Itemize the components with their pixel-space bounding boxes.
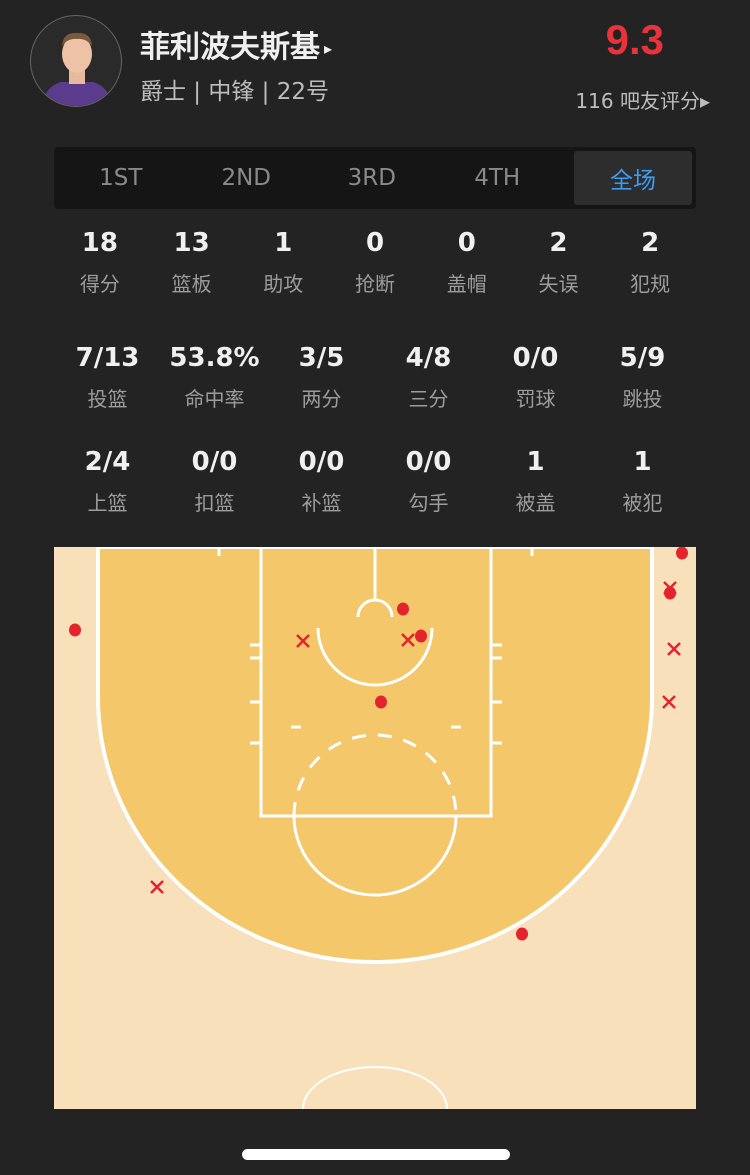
- stat-shot-type: 0/0 勾手: [375, 447, 482, 516]
- stat-label: 三分: [408, 387, 449, 411]
- stat-label: 盖帽: [446, 272, 487, 296]
- stat-basic: 0 抢断: [329, 228, 421, 297]
- stat-shot-type: 0/0 扣篮: [161, 447, 268, 516]
- stat-shot-type: 1 被盖: [482, 447, 589, 516]
- shots: [69, 547, 688, 941]
- tab-2nd[interactable]: 2ND: [221, 165, 272, 191]
- stat-label: 罚球: [515, 387, 556, 411]
- missed-shot: [150, 880, 164, 894]
- stat-label: 扣篮: [194, 491, 235, 515]
- stat-value: 7/13: [75, 343, 140, 373]
- stat-label: 失误: [538, 272, 579, 296]
- rating-score: 9.3: [605, 16, 664, 63]
- stat-basic: 2 犯规: [604, 228, 696, 297]
- stat-value: 1: [274, 228, 293, 258]
- player-photo-icon: [41, 32, 113, 106]
- court-lines: [217, 547, 534, 1109]
- tab-full-game[interactable]: 全场: [574, 151, 692, 205]
- stat-label: 命中率: [184, 387, 245, 411]
- stat-label: 被犯: [622, 491, 663, 515]
- player-avatar[interactable]: [30, 15, 122, 107]
- stat-value: 0/0: [298, 447, 345, 477]
- stat-value: 2/4: [84, 447, 131, 477]
- stat-basic: 0 盖帽: [421, 228, 513, 297]
- stat-label: 篮板: [171, 272, 212, 296]
- stat-shooting: 3/5 两分: [268, 343, 375, 412]
- stat-label: 两分: [301, 387, 342, 411]
- stat-basic: 13 篮板: [146, 228, 238, 297]
- home-indicator[interactable]: [242, 1149, 510, 1160]
- stat-shooting: 7/13 投篮: [54, 343, 161, 412]
- play-arrow-icon: ▸: [324, 39, 333, 58]
- rating-votes-link[interactable]: 116 吧友评分▸: [575, 85, 710, 114]
- period-tabs: 1ST 2ND 3RD 4TH 全场: [54, 147, 696, 209]
- stat-value: 1: [633, 447, 652, 477]
- stat-label: 被盖: [515, 491, 556, 515]
- stat-label: 跳投: [622, 387, 663, 411]
- missed-shot: [401, 633, 415, 647]
- votes-text: 116 吧友评分: [575, 89, 700, 113]
- made-shot: [676, 547, 688, 560]
- shot-type-stats-row: 2/4 上篮 0/0 扣篮 0/0 补篮 0/0 勾手 1 被盖 1 被犯: [54, 447, 696, 516]
- stat-label: 勾手: [408, 491, 449, 515]
- stat-label: 上篮: [87, 491, 128, 515]
- stat-label: 补篮: [301, 491, 342, 515]
- stat-label: 助攻: [263, 272, 304, 296]
- made-shot: [397, 602, 409, 616]
- stat-label: 投篮: [87, 387, 128, 411]
- tab-4th[interactable]: 4TH: [474, 165, 521, 191]
- stat-basic: 2 失误: [513, 228, 605, 297]
- tab-1st[interactable]: 1ST: [99, 165, 143, 191]
- stat-label: 得分: [79, 272, 120, 296]
- stat-shot-type: 0/0 补篮: [268, 447, 375, 516]
- stat-basic: 18 得分: [54, 228, 146, 297]
- basic-stats-row: 18 得分 13 篮板 1 助攻 0 抢断 0 盖帽 2 失误 2 犯规: [54, 228, 696, 297]
- missed-shot: [296, 634, 310, 648]
- stat-shooting: 5/9 跳投: [589, 343, 696, 412]
- stat-shooting: 53.8% 命中率: [161, 343, 268, 412]
- stat-value: 0: [457, 228, 476, 258]
- three-point-line: [96, 547, 654, 964]
- player-info: 爵士 | 中锋 | 22号: [140, 79, 330, 105]
- made-shot: [69, 623, 81, 637]
- stat-value: 5/9: [619, 343, 666, 373]
- stat-value: 0/0: [512, 343, 559, 373]
- shooting-stats-row: 7/13 投篮 53.8% 命中率 3/5 两分 4/8 三分 0/0 罚球 5/9 跳投: [54, 343, 696, 412]
- stat-value: 53.8%: [169, 343, 260, 373]
- stat-shot-type: 1 被犯: [589, 447, 696, 516]
- missed-shot: [663, 581, 677, 595]
- stat-value: 0/0: [191, 447, 238, 477]
- stat-value: 18: [81, 228, 118, 258]
- stat-basic: 1 助攻: [237, 228, 329, 297]
- made-shot: [375, 695, 387, 709]
- stat-shooting: 0/0 罚球: [482, 343, 589, 412]
- stat-value: 0/0: [405, 447, 452, 477]
- player-name[interactable]: 菲利波夫斯基 ▸: [140, 22, 332, 66]
- player-name-text: 菲利波夫斯基: [140, 30, 320, 65]
- missed-shot: [662, 695, 676, 709]
- stat-value: 3/5: [298, 343, 345, 373]
- stat-shot-type: 2/4 上篮: [54, 447, 161, 516]
- stat-value: 2: [641, 228, 660, 258]
- stat-value: 0: [365, 228, 385, 258]
- shot-chart: [54, 547, 696, 1109]
- stat-value: 2: [549, 228, 568, 258]
- made-shot: [516, 927, 528, 941]
- stat-label: 抢断: [355, 272, 396, 296]
- stat-value: 4/8: [405, 343, 452, 373]
- play-arrow-icon: ▸: [699, 89, 710, 113]
- stat-shooting: 4/8 三分: [375, 343, 482, 412]
- stat-label: 犯规: [630, 272, 671, 296]
- missed-shot: [667, 642, 681, 656]
- stat-value: 13: [173, 228, 210, 258]
- stat-value: 1: [526, 447, 545, 477]
- tab-3rd[interactable]: 3RD: [347, 165, 396, 191]
- made-shot: [415, 629, 427, 643]
